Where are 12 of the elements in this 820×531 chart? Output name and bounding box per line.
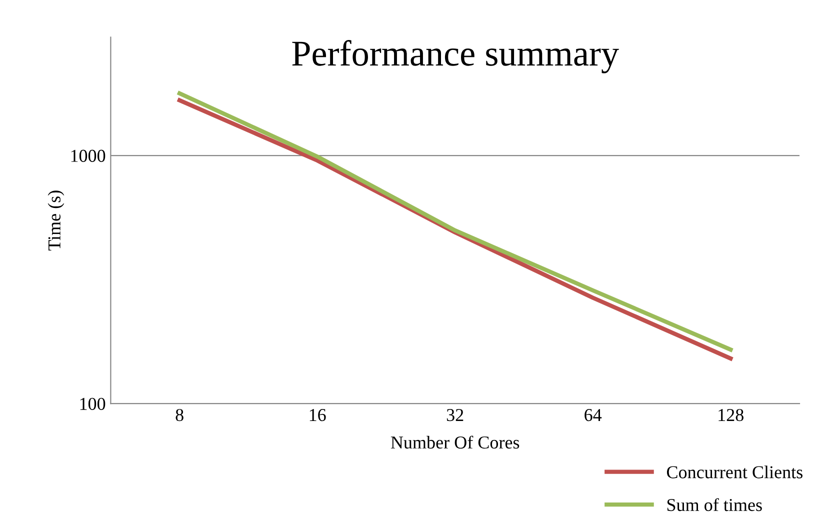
x-tick-label: 64: [584, 408, 602, 422]
x-tick-label: 8: [176, 408, 184, 422]
legend-label: Sum of times: [667, 498, 762, 512]
x-tick-label: 32: [446, 408, 464, 422]
legend-label: Concurrent Clients: [666, 466, 802, 478]
x-axis-title: Number Of Cores: [390, 436, 520, 449]
chart-title: Performance summary: [292, 40, 619, 74]
x-tick-label: 128: [718, 408, 744, 422]
y-tick-label: 100: [80, 398, 106, 410]
x-tick-label: 16: [310, 408, 326, 422]
y-axis-title: Time (s): [48, 190, 64, 251]
y-tick-label: 1000: [71, 150, 106, 162]
